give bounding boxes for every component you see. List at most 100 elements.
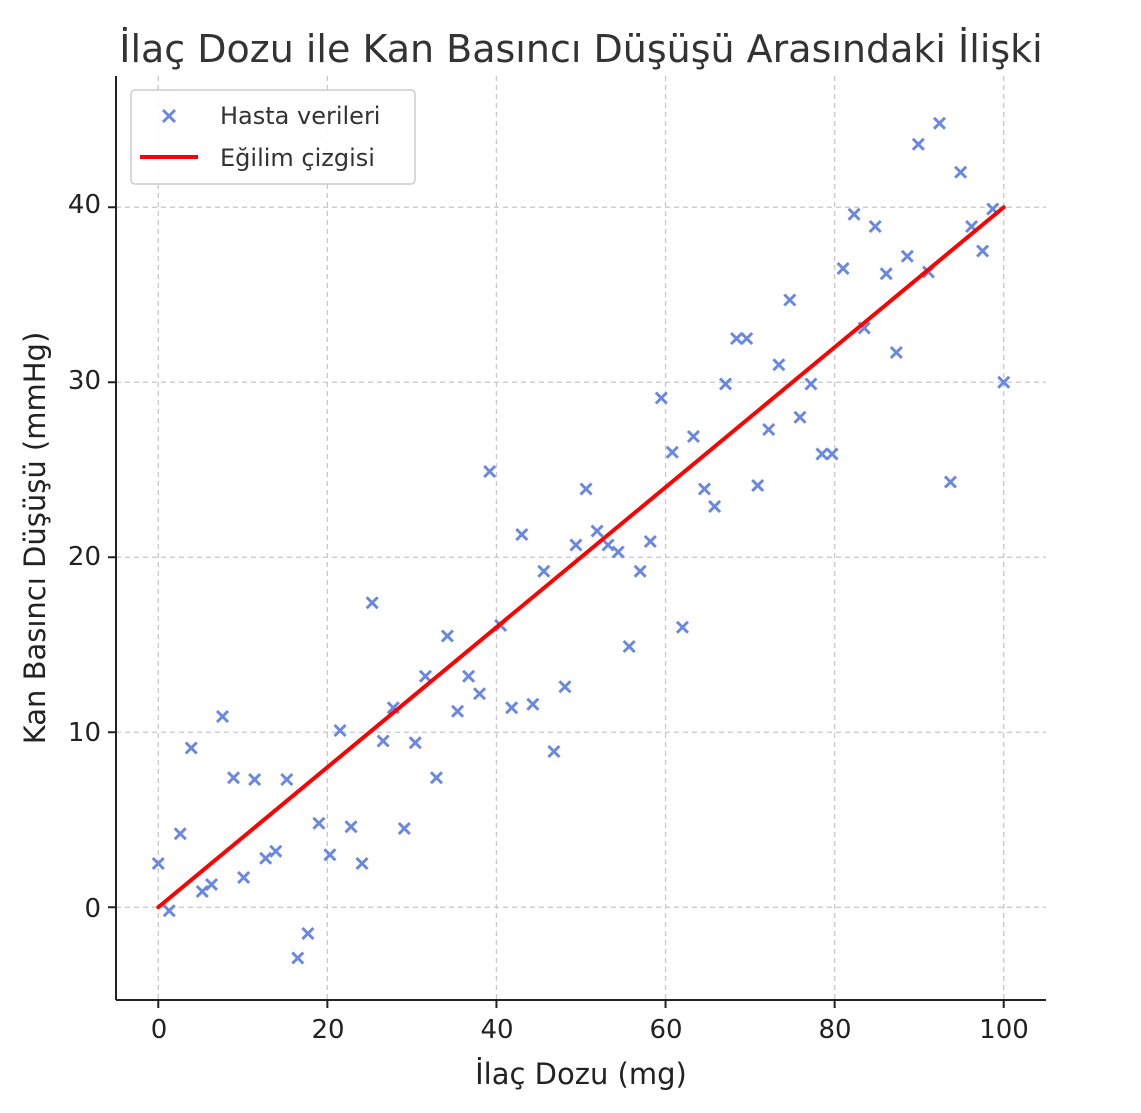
data-point [804,377,818,391]
data-point [762,422,776,437]
y-tick-label-30: 30 [68,366,101,396]
data-point [997,375,1011,389]
data-point [526,697,540,711]
data-point [730,331,744,346]
data-point [643,534,657,549]
data-point [633,564,647,578]
trend-line [156,205,1006,910]
data-point [836,261,850,276]
y-tick-label-40: 40 [68,190,101,220]
data-point [954,165,968,179]
data-point [847,207,861,221]
scatter-series [151,116,1011,965]
chart-title: İlaç Dozu ile Kan Basıncı Düşüşü Arasınd… [119,27,1043,71]
data-point [900,249,914,263]
data-point [569,538,583,552]
x-tick-labels: 0 20 40 60 80 100 [151,1015,1029,1045]
plot-area [151,116,1011,965]
legend-label-scatter: Hasta verileri [220,102,380,130]
data-point [184,741,198,755]
data-point [408,736,422,750]
data-point [611,545,625,559]
data-point [547,744,561,759]
data-point [772,358,786,372]
x-tick-label-80: 80 [818,1015,851,1045]
data-point [601,538,615,552]
data-point [889,345,903,360]
data-point [237,870,251,885]
data-point [226,771,241,785]
data-point [323,848,337,862]
legend: Hasta verileri Eğilim çizgisi [130,89,416,185]
data-point [333,723,347,738]
data-point [815,447,829,461]
data-point [879,267,893,281]
data-point [461,669,476,683]
x-tick-label-100: 100 [979,1015,1029,1045]
data-point [429,771,443,785]
data-point [204,877,219,892]
data-point [312,816,326,830]
data-point [976,244,990,258]
y-axis-label: Kan Basıncı Düşüşü (mmHg) [18,332,52,745]
data-point [355,856,369,871]
data-point [868,219,882,234]
data-point [740,331,754,346]
data-point [505,701,519,715]
data-point [751,478,765,493]
data-point [280,772,294,787]
legend-marker-scatter [161,108,177,124]
data-point [654,391,668,405]
data-point [579,482,593,496]
data-point [708,499,722,514]
data-point [697,482,711,496]
data-point [537,564,551,578]
data-point [365,596,379,610]
data-point [269,844,283,858]
data-point [675,620,690,634]
data-point [376,734,390,748]
data-point [151,856,165,871]
data-point [783,293,797,307]
grid-lines [116,76,1046,1000]
data-point [440,629,454,643]
data-point [515,527,529,542]
data-point [397,821,411,836]
x-axis-label: İlaç Dozu (mg) [475,1057,687,1091]
data-point [173,827,187,841]
x-tick-label-60: 60 [649,1015,682,1045]
data-point [665,445,679,459]
y-tick-label-10: 10 [68,718,101,748]
data-point [344,820,358,834]
x-tick-label-40: 40 [480,1015,513,1045]
x-tick-label-20: 20 [311,1015,344,1045]
data-point [911,137,925,151]
data-point [259,851,273,865]
x-tick-label-0: 0 [151,1015,168,1045]
legend-box [130,89,416,185]
data-point [291,951,305,965]
data-point [451,704,465,718]
data-point [590,524,604,538]
y-tick-label-0: 0 [84,894,101,924]
data-point [215,709,230,724]
data-point [162,904,176,918]
data-point [932,116,947,130]
axis-ticks [108,206,1005,1008]
data-point [248,772,262,787]
data-point [793,410,807,424]
data-point [686,429,701,444]
data-point [825,447,839,461]
data-point [943,475,958,489]
data-point [719,377,733,391]
data-point [483,464,497,479]
y-tick-labels: 0 10 20 30 40 [68,190,101,924]
data-point [195,884,209,899]
data-point [622,639,636,654]
data-point [558,680,572,694]
data-point [472,687,487,701]
data-point [418,669,432,683]
y-tick-label-20: 20 [68,542,101,572]
